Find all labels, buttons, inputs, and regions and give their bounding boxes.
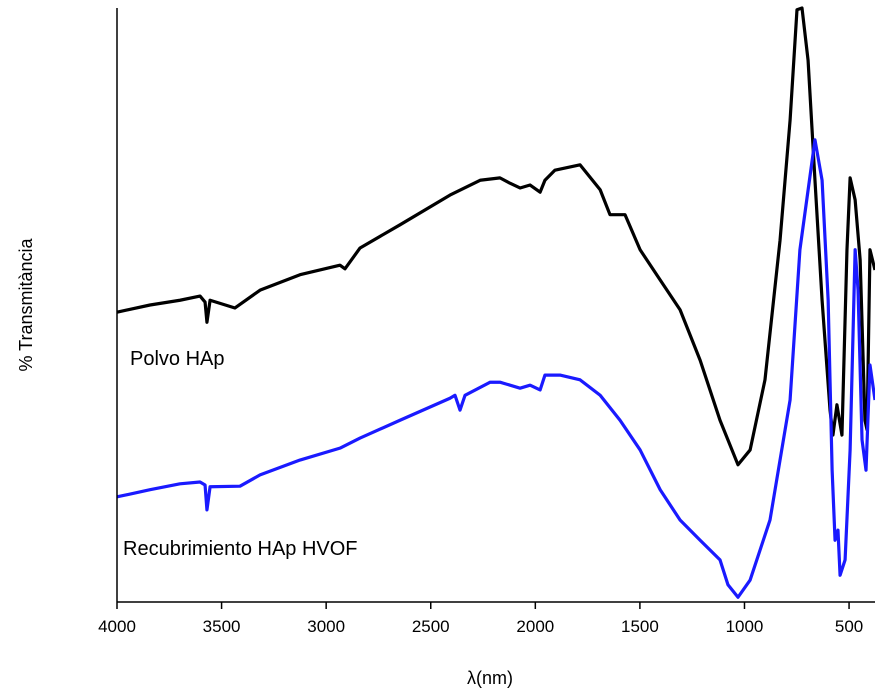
x-tick-label: 2500 bbox=[412, 617, 450, 636]
x-tick-label: 1000 bbox=[726, 617, 764, 636]
series-line bbox=[116, 6, 875, 467]
annotation: Recubrimiento HAp HVOF bbox=[123, 538, 358, 560]
series-line bbox=[116, 138, 875, 599]
x-tick-label: 4000 bbox=[98, 617, 136, 636]
x-tick-label: 2000 bbox=[516, 617, 554, 636]
annotation: Polvo HAp bbox=[130, 348, 225, 370]
x-tick-label: 1500 bbox=[621, 617, 659, 636]
x-tick-label: 500 bbox=[835, 617, 863, 636]
y-axis-label: % Transmitància bbox=[16, 237, 36, 371]
x-tick-label: 3500 bbox=[203, 617, 241, 636]
x-tick-label: 3000 bbox=[307, 617, 345, 636]
x-axis-label: λ(nm) bbox=[467, 668, 513, 688]
